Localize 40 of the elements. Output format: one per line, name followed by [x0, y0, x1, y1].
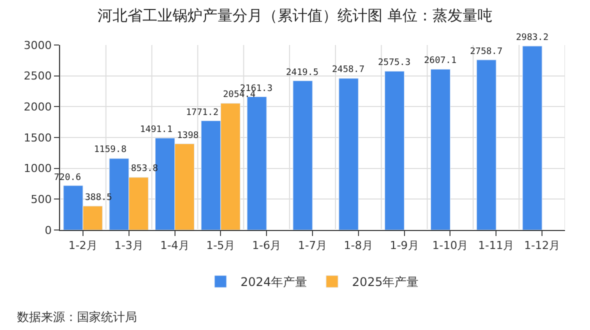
bar — [384, 70, 405, 230]
y-tick-label: 0 — [44, 224, 52, 237]
bar — [522, 46, 542, 230]
x-tick-label: 1-5月 — [206, 239, 236, 252]
data-label: 1771.2 — [186, 108, 219, 118]
data-label: 2983.2 — [516, 33, 549, 43]
legend-label: 2024年产量 — [240, 275, 308, 290]
data-label: 2607.1 — [424, 56, 457, 66]
x-tick-label: 1-11月 — [478, 239, 514, 252]
x-tick-label: 1-12月 — [524, 239, 560, 252]
bar — [338, 78, 359, 230]
data-label: 1159.8 — [94, 145, 127, 155]
y-tick-label: 1500 — [24, 131, 52, 144]
x-tick-label: 1-4月 — [160, 239, 190, 252]
chart-title: 河北省工业锅炉产量分月（累计值）统计图 单位：蒸发量吨 — [98, 6, 492, 24]
x-tick-label: 1-8月 — [344, 239, 373, 252]
bar — [476, 60, 496, 230]
y-tick-label: 2000 — [24, 100, 52, 114]
data-label: 2758.7 — [470, 47, 503, 57]
x-tick-label: 1-10月 — [432, 239, 468, 252]
data-label: 2054.4 — [223, 90, 256, 100]
bar — [292, 80, 313, 230]
data-label: 2458.7 — [332, 65, 365, 75]
y-tick-label: 2500 — [24, 70, 52, 83]
x-tick-label: 1-6月 — [252, 239, 282, 252]
bar — [246, 96, 267, 230]
y-tick-label: 1000 — [24, 162, 52, 176]
legend-label: 2025年产量 — [352, 275, 419, 290]
x-tick-label: 1-7月 — [298, 239, 327, 252]
data-label: 1491.1 — [140, 125, 173, 135]
data-label: 1398 — [177, 131, 199, 141]
y-tick-label: 3000 — [24, 38, 52, 52]
data-label: 2419.5 — [286, 68, 319, 78]
source-note: 数据来源：国家统计局 — [17, 310, 137, 324]
data-label: 2575.3 — [378, 58, 411, 68]
x-tick-label: 1-2月 — [68, 239, 98, 252]
x-tick-label: 1-3月 — [114, 239, 144, 252]
y-tick-label: 500 — [30, 193, 52, 206]
x-tick-label: 1-9月 — [390, 239, 419, 252]
bar — [430, 68, 450, 230]
